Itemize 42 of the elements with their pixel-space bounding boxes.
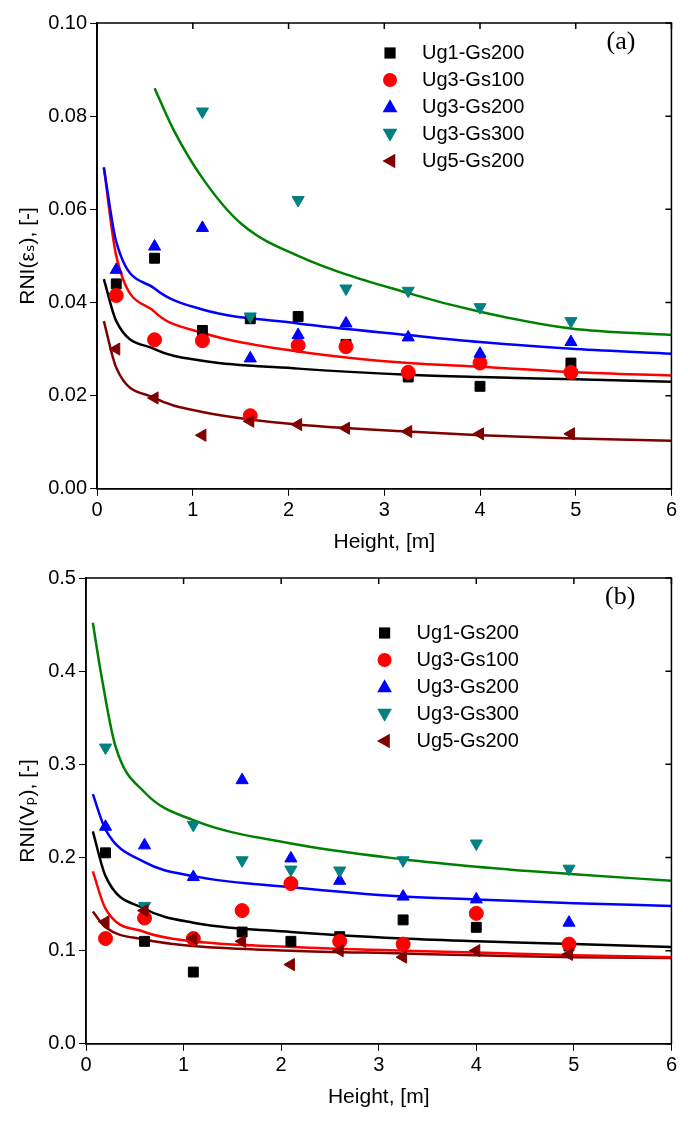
x-tick-label: 1 (178, 1053, 190, 1076)
x-tick-label: 5 (570, 498, 582, 521)
x-tick-label: 2 (275, 1053, 287, 1076)
x-tick-label: 6 (665, 1053, 677, 1076)
legend-label: Ug3-Gs200 (422, 94, 525, 117)
y-tick-label: 0.3 (48, 751, 76, 774)
x-tick-label: 4 (474, 498, 486, 521)
y-tick-label: 0.10 (48, 10, 88, 33)
legend-label: Ug3-Gs300 (422, 121, 525, 144)
y-tick-label: 0.1 (48, 938, 76, 961)
y-tick-label: 0.0 (48, 1031, 76, 1054)
x-tick-label: 0 (80, 1053, 92, 1076)
y-axis-title: RNI(Vₚ), [-] (15, 759, 39, 863)
legend-label: Ug3-Gs300 (416, 701, 519, 724)
y-tick-label: 0.5 (48, 565, 76, 588)
legend-label: Ug5-Gs200 (416, 728, 519, 751)
x-tick-label: 2 (283, 498, 295, 521)
y-tick-label: 0.4 (48, 658, 76, 681)
annotation: (a) (606, 25, 636, 55)
y-tick-label: 0.04 (48, 290, 88, 312)
y-axis-title: RNI(εₛ), [-] (15, 207, 39, 305)
y-tick-label: 0.2 (48, 845, 76, 867)
x-axis-title: Height, [m] (333, 529, 436, 553)
y-tick-label: 0.06 (48, 196, 88, 219)
y-tick-label: 0.08 (48, 103, 88, 126)
y-tick-label: 0.02 (48, 383, 88, 406)
y-tick-label: 0.00 (48, 476, 88, 499)
x-tick-label: 5 (568, 1053, 580, 1076)
legend-label: Ug3-Gs200 (416, 674, 519, 697)
x-axis-title: Height, [m] (327, 1084, 430, 1108)
legend-label: Ug1-Gs200 (422, 40, 525, 63)
x-tick-label: 1 (187, 498, 199, 521)
legend-label: Ug5-Gs200 (422, 148, 525, 171)
legend-label: Ug3-Gs100 (416, 647, 519, 670)
legend-label: Ug1-Gs200 (416, 620, 519, 643)
x-tick-label: 3 (378, 498, 390, 521)
x-tick-label: 6 (665, 498, 677, 521)
legend-label: Ug3-Gs100 (422, 67, 525, 90)
annotation: (b) (605, 580, 636, 610)
x-tick-label: 4 (470, 1053, 482, 1076)
x-tick-label: 3 (373, 1053, 385, 1076)
x-tick-label: 0 (91, 498, 103, 521)
